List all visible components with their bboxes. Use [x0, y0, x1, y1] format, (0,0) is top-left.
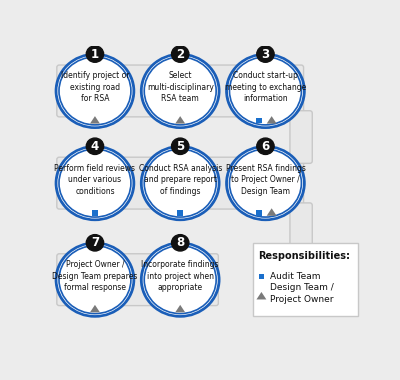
- Circle shape: [172, 46, 189, 62]
- Text: 6: 6: [261, 140, 270, 153]
- Circle shape: [140, 53, 220, 129]
- Circle shape: [86, 234, 104, 251]
- Circle shape: [58, 55, 132, 127]
- Circle shape: [55, 242, 135, 318]
- Circle shape: [55, 145, 135, 221]
- FancyBboxPatch shape: [256, 211, 262, 215]
- Circle shape: [86, 138, 104, 154]
- Polygon shape: [267, 208, 277, 216]
- Circle shape: [257, 46, 274, 62]
- FancyBboxPatch shape: [290, 203, 312, 260]
- Text: 1: 1: [91, 48, 99, 60]
- FancyBboxPatch shape: [57, 65, 304, 117]
- Circle shape: [143, 148, 218, 218]
- FancyBboxPatch shape: [256, 118, 262, 124]
- FancyBboxPatch shape: [253, 243, 358, 316]
- Text: 8: 8: [176, 236, 184, 249]
- Circle shape: [143, 244, 218, 315]
- Polygon shape: [90, 116, 100, 124]
- Circle shape: [172, 234, 189, 251]
- Polygon shape: [256, 292, 266, 299]
- Text: 7: 7: [91, 236, 99, 249]
- Polygon shape: [90, 305, 100, 312]
- Circle shape: [143, 55, 218, 127]
- Circle shape: [140, 145, 220, 221]
- FancyBboxPatch shape: [178, 211, 183, 215]
- FancyBboxPatch shape: [57, 157, 304, 209]
- Circle shape: [86, 46, 104, 62]
- Circle shape: [140, 242, 220, 318]
- Text: Identify project or
existing road
for RSA: Identify project or existing road for RS…: [61, 71, 129, 103]
- FancyBboxPatch shape: [92, 211, 98, 215]
- FancyBboxPatch shape: [259, 274, 264, 279]
- Text: Design Team /
Project Owner: Design Team / Project Owner: [270, 283, 334, 304]
- FancyBboxPatch shape: [57, 254, 218, 306]
- Circle shape: [257, 138, 274, 154]
- Text: Perform field reviews
under various
conditions: Perform field reviews under various cond…: [54, 164, 136, 196]
- Text: Responsibilities:: Responsibilities:: [258, 251, 350, 261]
- Circle shape: [172, 138, 189, 154]
- Circle shape: [225, 53, 306, 129]
- Circle shape: [58, 148, 132, 218]
- Polygon shape: [267, 116, 277, 124]
- Text: Present RSA findings
to Project Owner /
Design Team: Present RSA findings to Project Owner / …: [226, 164, 305, 196]
- Text: 4: 4: [91, 140, 99, 153]
- Text: Conduct RSA analysis
and prepare report
of findings: Conduct RSA analysis and prepare report …: [138, 164, 222, 196]
- Circle shape: [55, 53, 135, 129]
- Text: Select
multi-disciplinary
RSA team: Select multi-disciplinary RSA team: [147, 71, 214, 103]
- Circle shape: [58, 244, 132, 315]
- Text: Audit Team: Audit Team: [270, 272, 321, 281]
- Circle shape: [225, 145, 306, 221]
- Text: 3: 3: [261, 48, 270, 60]
- FancyBboxPatch shape: [290, 111, 312, 163]
- Text: 2: 2: [176, 48, 184, 60]
- Text: 5: 5: [176, 140, 184, 153]
- Text: Conduct start-up
meeting to exchange
information: Conduct start-up meeting to exchange inf…: [225, 71, 306, 103]
- Polygon shape: [175, 116, 185, 124]
- Polygon shape: [175, 305, 185, 312]
- Circle shape: [228, 148, 303, 218]
- Text: Incorporate findings
into project when
appropriate: Incorporate findings into project when a…: [142, 260, 219, 292]
- Text: Project Owner /
Design Team prepares
formal response: Project Owner / Design Team prepares for…: [52, 260, 138, 292]
- Circle shape: [228, 55, 303, 127]
